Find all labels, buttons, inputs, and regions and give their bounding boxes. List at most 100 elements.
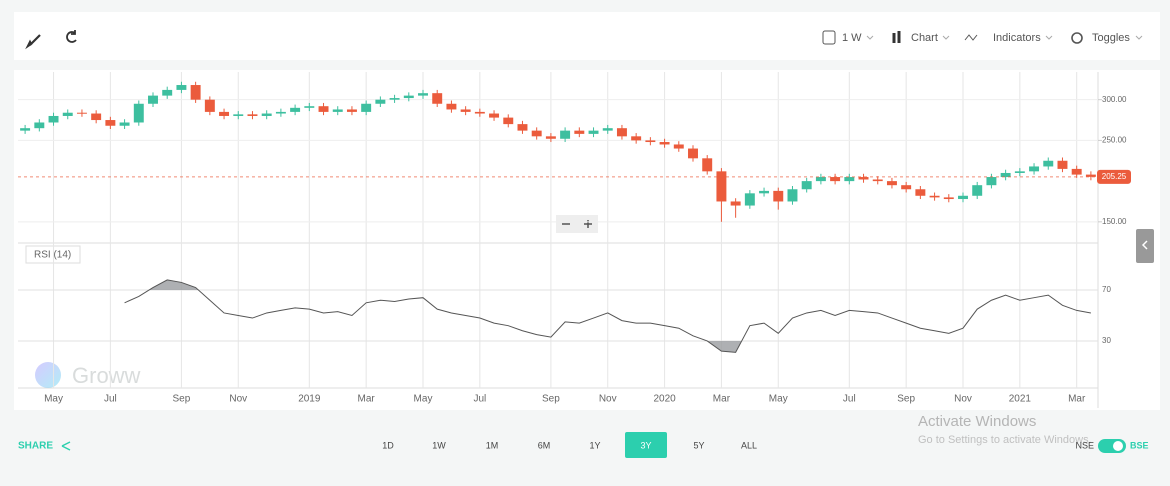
refresh-icon[interactable]	[66, 30, 77, 43]
range-active	[625, 432, 667, 458]
candle-body	[1000, 172, 1011, 178]
watermark: Groww	[72, 363, 141, 388]
candle-body	[801, 181, 812, 190]
range-button[interactable]: 5Y	[693, 440, 704, 450]
candle-body	[773, 190, 784, 202]
candle-body	[389, 98, 400, 100]
candle-body	[531, 130, 542, 137]
chevron	[866, 35, 874, 40]
candle-body	[318, 106, 329, 112]
candle-body	[645, 140, 656, 143]
candle-body	[460, 109, 471, 112]
candle-body	[162, 89, 173, 96]
x-tick-label: 2021	[1009, 394, 1032, 405]
candle-body	[1071, 168, 1082, 175]
range-button[interactable]: 1M	[486, 440, 499, 450]
last-price-box	[1097, 169, 1131, 184]
chevron	[942, 35, 950, 40]
x-tick-label: Nov	[229, 394, 247, 405]
exchange[interactable]: BSE	[1130, 440, 1149, 450]
candle-body	[1085, 174, 1096, 177]
candle-body	[972, 185, 983, 196]
range-button[interactable]: 1W	[432, 440, 446, 450]
candle-body	[361, 103, 372, 112]
y-tick-label: 30	[1102, 336, 1111, 345]
x-tick-label: May	[769, 394, 788, 405]
interval[interactable]: 1 W	[842, 32, 862, 44]
last-price-label: 205.25	[1102, 172, 1127, 181]
candle-body	[1057, 160, 1068, 169]
x-tick-label: Nov	[599, 394, 617, 405]
candle-body	[659, 142, 670, 145]
range-button[interactable]: 3Y	[640, 440, 651, 450]
x-tick-label: Jul	[104, 394, 117, 405]
chevron	[1045, 35, 1053, 40]
brush-icon[interactable]	[25, 34, 41, 50]
x-tick-label: Jul	[843, 394, 856, 405]
candle-body	[702, 158, 713, 172]
share[interactable]: SHARE	[18, 441, 53, 452]
share-icon[interactable]	[61, 441, 71, 451]
candle-body	[304, 106, 315, 108]
watermark-logo	[35, 362, 61, 388]
x-tick-label: Sep	[897, 394, 915, 405]
candle-body	[432, 93, 443, 104]
x-tick-label: Mar	[358, 394, 376, 405]
candle-body	[105, 120, 116, 126]
candle-body	[20, 128, 31, 131]
candle-body	[474, 111, 485, 114]
toolbar	[14, 12, 1160, 60]
candle-body	[346, 109, 357, 112]
range-button[interactable]: 1Y	[589, 440, 600, 450]
candle-body	[275, 111, 286, 114]
x-tick-label: Sep	[173, 394, 191, 405]
x-tick-label: Mar	[1068, 394, 1086, 405]
candle-body	[844, 177, 855, 182]
chart-type[interactable]: Chart	[911, 32, 938, 44]
x-tick-label: Jul	[473, 394, 486, 405]
interval-icon[interactable]	[822, 30, 836, 45]
candle-body	[148, 95, 158, 104]
range-button[interactable]: ALL	[741, 440, 757, 450]
toggles[interactable]: Toggles	[1092, 32, 1130, 44]
toggle-knob	[1113, 441, 1123, 451]
candle-body	[673, 144, 684, 149]
candle-body	[872, 179, 883, 182]
candle-body	[1029, 166, 1040, 172]
activation-title: Activate Windows	[918, 413, 1036, 430]
candle-body	[901, 185, 912, 190]
candle-body	[588, 130, 599, 134]
candle-body	[886, 181, 897, 186]
candle-body	[560, 130, 571, 139]
candle-body	[48, 115, 59, 123]
candle-body	[759, 190, 770, 194]
candle-body	[261, 113, 272, 116]
range-button[interactable]: 6M	[538, 440, 551, 450]
candle-body	[517, 124, 528, 131]
toggles-icon[interactable]	[1071, 32, 1083, 44]
candle-body	[858, 177, 869, 180]
collapse-icon	[1141, 240, 1148, 250]
candle-body	[133, 103, 144, 123]
candle-body	[1014, 171, 1025, 173]
range-button[interactable]: 1D	[382, 440, 394, 450]
x-tick-label: May	[414, 394, 433, 405]
candle-body	[1043, 160, 1054, 167]
chart-icon[interactable]	[892, 31, 901, 43]
candle-body	[602, 128, 613, 131]
y-tick-label: 250.00	[1102, 136, 1127, 145]
indicators[interactable]: Indicators	[993, 32, 1041, 44]
candle-body	[616, 128, 627, 137]
candle-body	[631, 136, 642, 141]
indicators-icon[interactable]	[964, 34, 978, 41]
candle-body	[915, 189, 926, 196]
candle-body	[403, 95, 414, 99]
candle-body	[574, 130, 585, 134]
x-tick-label: Nov	[954, 394, 972, 405]
candle-body	[34, 122, 45, 129]
exchange[interactable]: NSE	[1075, 440, 1094, 450]
candle-body	[943, 197, 954, 200]
candle-body	[332, 109, 343, 112]
candle-body	[176, 85, 187, 90]
